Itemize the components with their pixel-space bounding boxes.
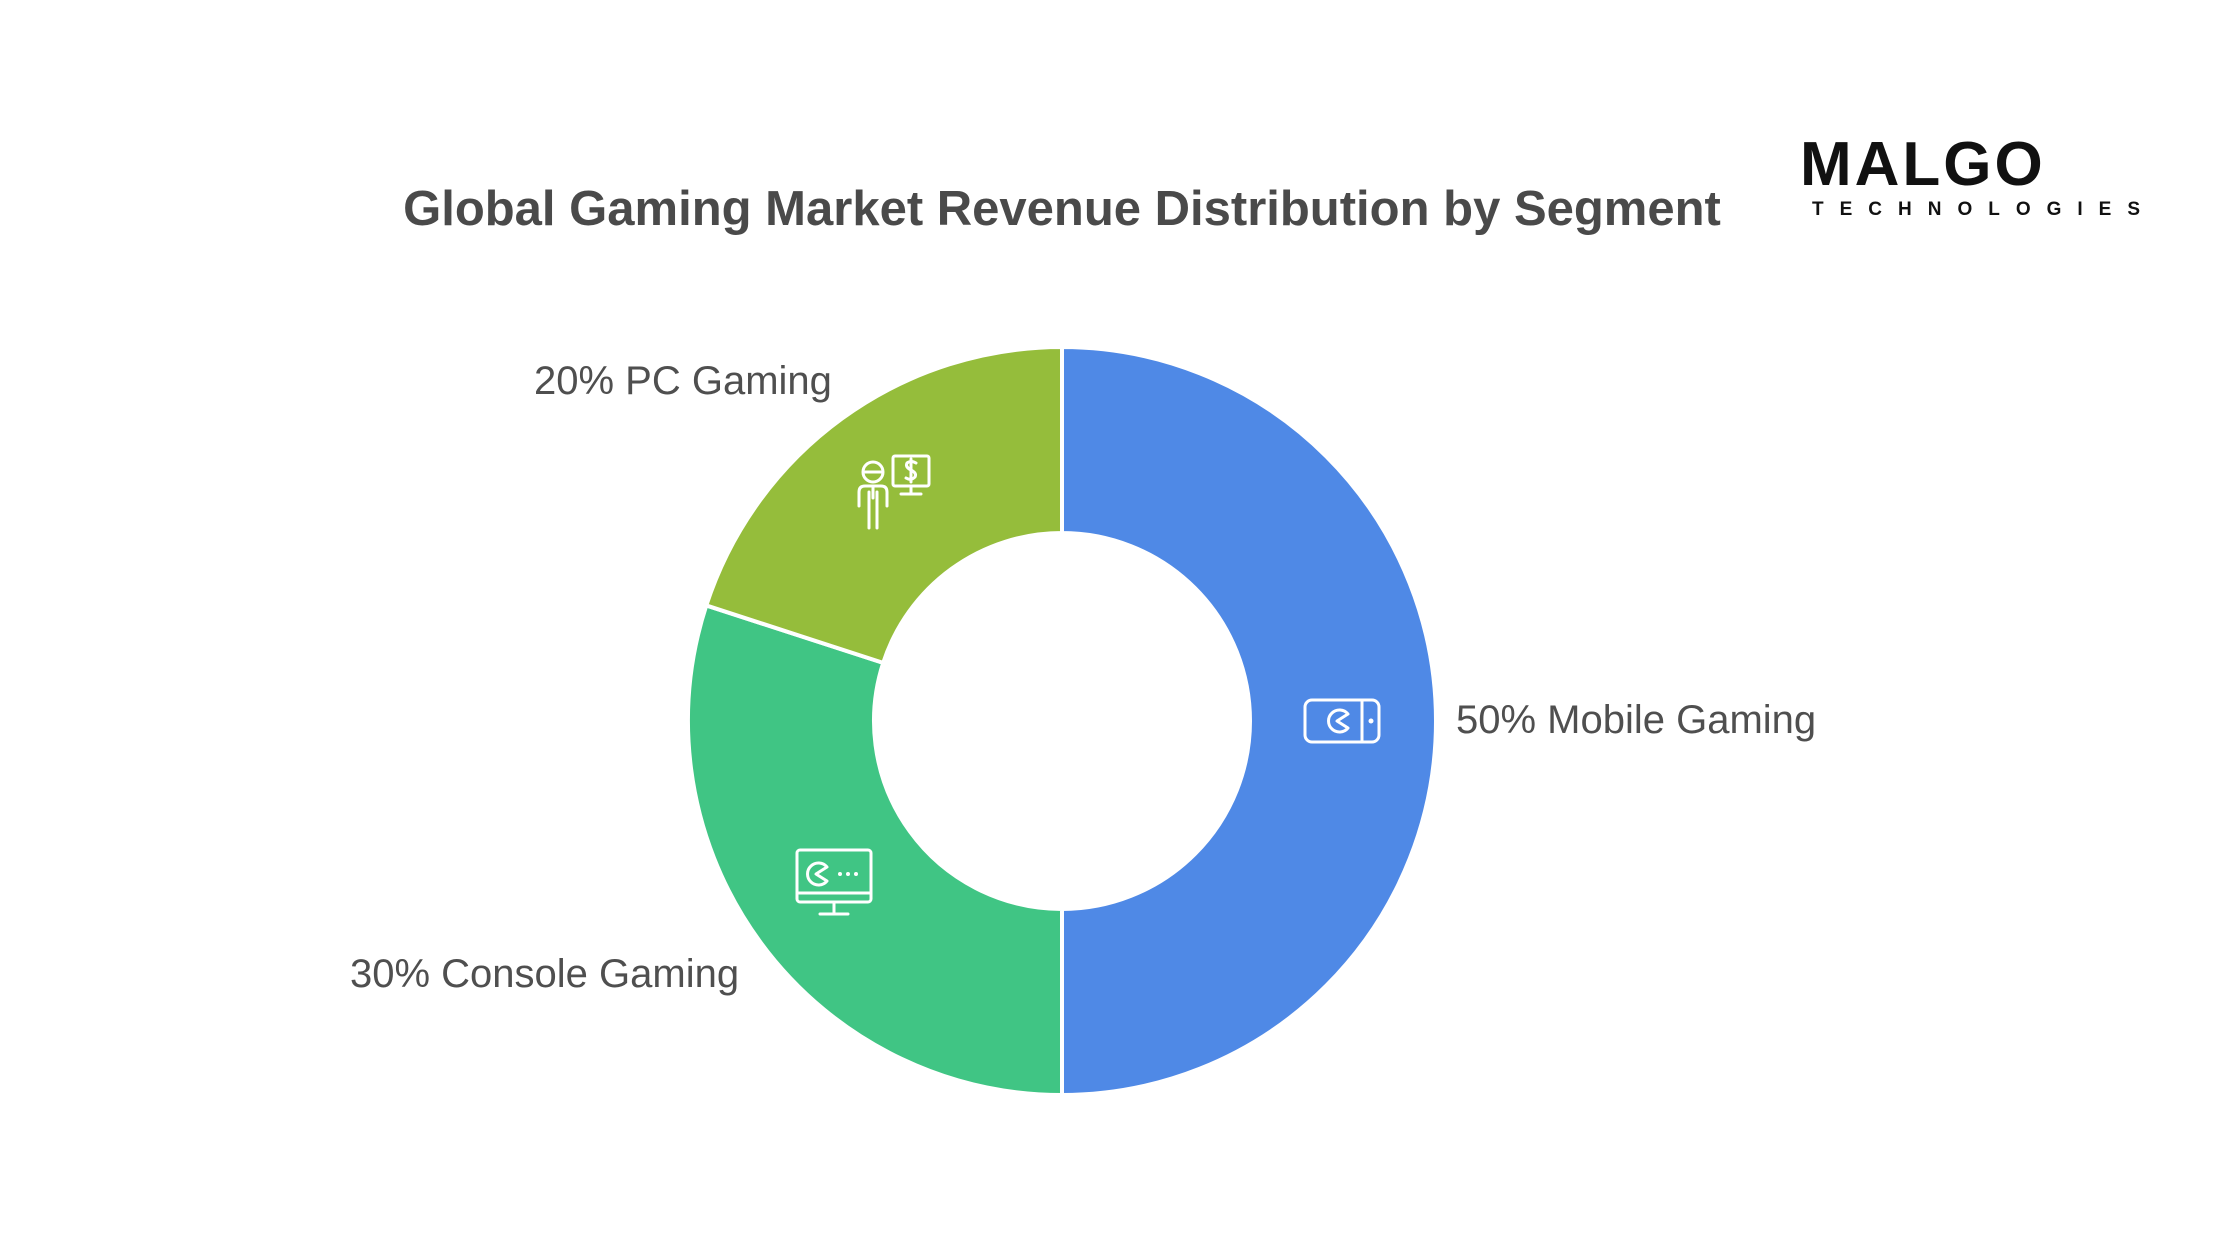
donut-slices: [686, 344, 1438, 1098]
slice-mobile-gaming: [1060, 344, 1438, 1098]
slice-label-console: 30% Console Gaming: [350, 952, 739, 996]
slice-icons: [795, 454, 1381, 916]
slice-label-pc: 20% PC Gaming: [534, 359, 832, 403]
logo-tagline: TECHNOLOGIES: [1812, 199, 2156, 220]
slice-console-gaming: [686, 602, 1064, 1098]
malgo-logo: MALGO TECHNOLOGIES: [1800, 130, 2156, 220]
monitor-game-icon: [795, 848, 873, 916]
logo-wordmark: MALGO: [1800, 130, 2046, 199]
chart-title: Global Gaming Market Revenue Distributio…: [403, 182, 1721, 236]
slice-pc-gaming: [703, 344, 1064, 666]
slice-label-mobile: 50% Mobile Gaming: [1456, 698, 1816, 742]
person-screen-dollar-icon: [857, 454, 931, 530]
smartphone-game-icon: [1303, 698, 1381, 744]
